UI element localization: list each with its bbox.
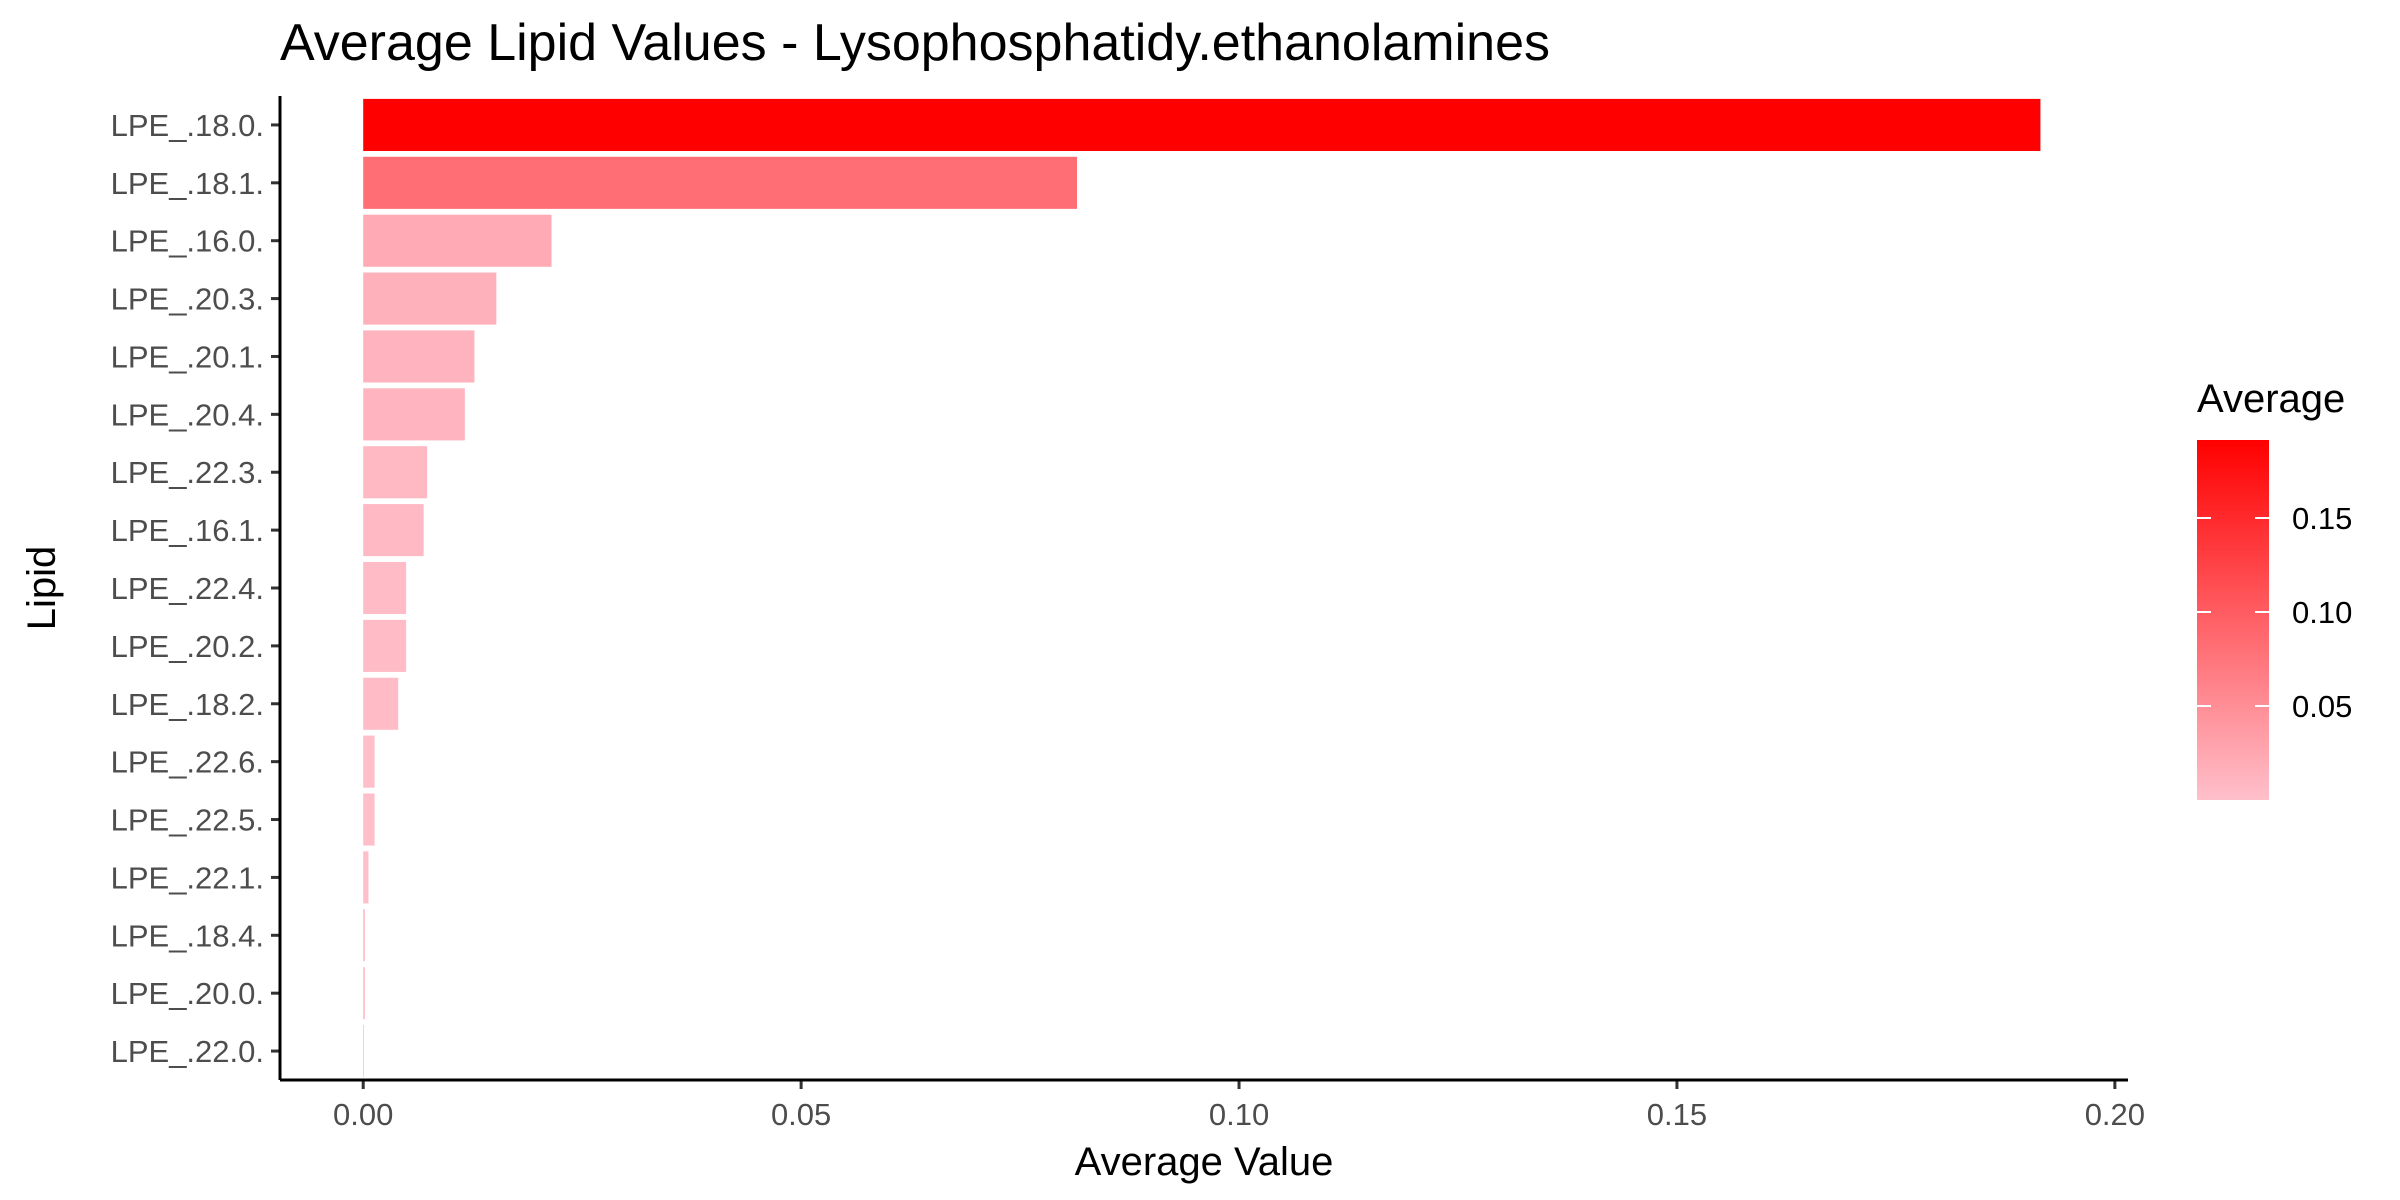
legend-colorbar — [2197, 440, 2269, 800]
x-axis-ticks: 0.00 0.05 0.10 0.15 0.20 — [333, 1080, 2145, 1132]
bar-lpe-22-5 — [363, 793, 375, 846]
y-tick-label: LPE_.22.1. — [111, 860, 264, 895]
y-tick-label: LPE_.22.5. — [111, 803, 264, 838]
y-tick-label: LPE_.20.2. — [111, 629, 264, 664]
legend-tick-label: 0.15 — [2292, 501, 2352, 536]
bar-lpe-20-0 — [363, 967, 365, 1020]
legend: Average 0.05 0.10 0.15 — [2197, 377, 2352, 800]
y-axis-ticks: LPE_.18.0. LPE_.18.1. LPE_.16.0. LPE_.20.3.… — [111, 108, 280, 1069]
y-axis-title: Lipid — [20, 546, 64, 631]
bar-lpe-20-4 — [363, 388, 465, 441]
y-tick-label: LPE_.18.0. — [111, 108, 264, 143]
bar-lpe-18-4 — [363, 909, 365, 962]
bar-lpe-20-1 — [363, 330, 475, 383]
y-tick-label: LPE_.20.3. — [111, 282, 264, 317]
bar-lpe-16-0 — [363, 214, 552, 267]
bar-lpe-22-0 — [363, 1025, 365, 1078]
y-tick-label: LPE_.20.1. — [111, 339, 264, 374]
x-tick-label: 0.10 — [1209, 1097, 1269, 1132]
legend-tick-label: 0.05 — [2292, 689, 2352, 724]
y-tick-label: LPE_.18.1. — [111, 166, 264, 201]
legend-title: Average — [2197, 377, 2345, 421]
y-tick-label: LPE_.18.2. — [111, 687, 264, 722]
bar-lpe-22-4 — [363, 561, 407, 615]
bar-lpe-20-3 — [363, 272, 497, 325]
bar-lpe-20-2 — [363, 619, 407, 672]
y-tick-label: LPE_.22.6. — [111, 745, 264, 780]
bar-lpe-18-0 — [363, 98, 2041, 151]
bar-lpe-22-6 — [363, 735, 375, 788]
bar-lpe-16-1 — [363, 504, 424, 557]
x-tick-label: 0.00 — [333, 1097, 393, 1132]
bar-lpe-22-1 — [363, 851, 369, 904]
bar-lpe-18-1 — [363, 156, 1078, 209]
bar-lpe-18-2 — [363, 677, 399, 730]
chart-title: Average Lipid Values - Lysophosphatidy.e… — [280, 14, 1550, 72]
x-tick-label: 0.15 — [1647, 1097, 1707, 1132]
x-axis-title: Average Value — [1075, 1140, 1334, 1184]
y-tick-label: LPE_.16.0. — [111, 224, 264, 259]
y-tick-label: LPE_.22.4. — [111, 571, 264, 606]
y-tick-label: LPE_.20.0. — [111, 976, 264, 1011]
y-tick-label: LPE_.22.3. — [111, 455, 264, 490]
y-tick-label: LPE_.20.4. — [111, 397, 264, 432]
legend-ticks: 0.05 0.10 0.15 — [2197, 501, 2352, 724]
x-tick-label: 0.20 — [2085, 1097, 2145, 1132]
x-tick-label: 0.05 — [771, 1097, 831, 1132]
legend-tick-label: 0.10 — [2292, 595, 2352, 630]
bars-group — [363, 98, 2041, 1078]
bar-lpe-22-3 — [363, 446, 428, 499]
y-tick-label: LPE_.16.1. — [111, 513, 264, 548]
y-tick-label: LPE_.18.4. — [111, 918, 264, 953]
y-tick-label: LPE_.22.0. — [111, 1034, 264, 1069]
